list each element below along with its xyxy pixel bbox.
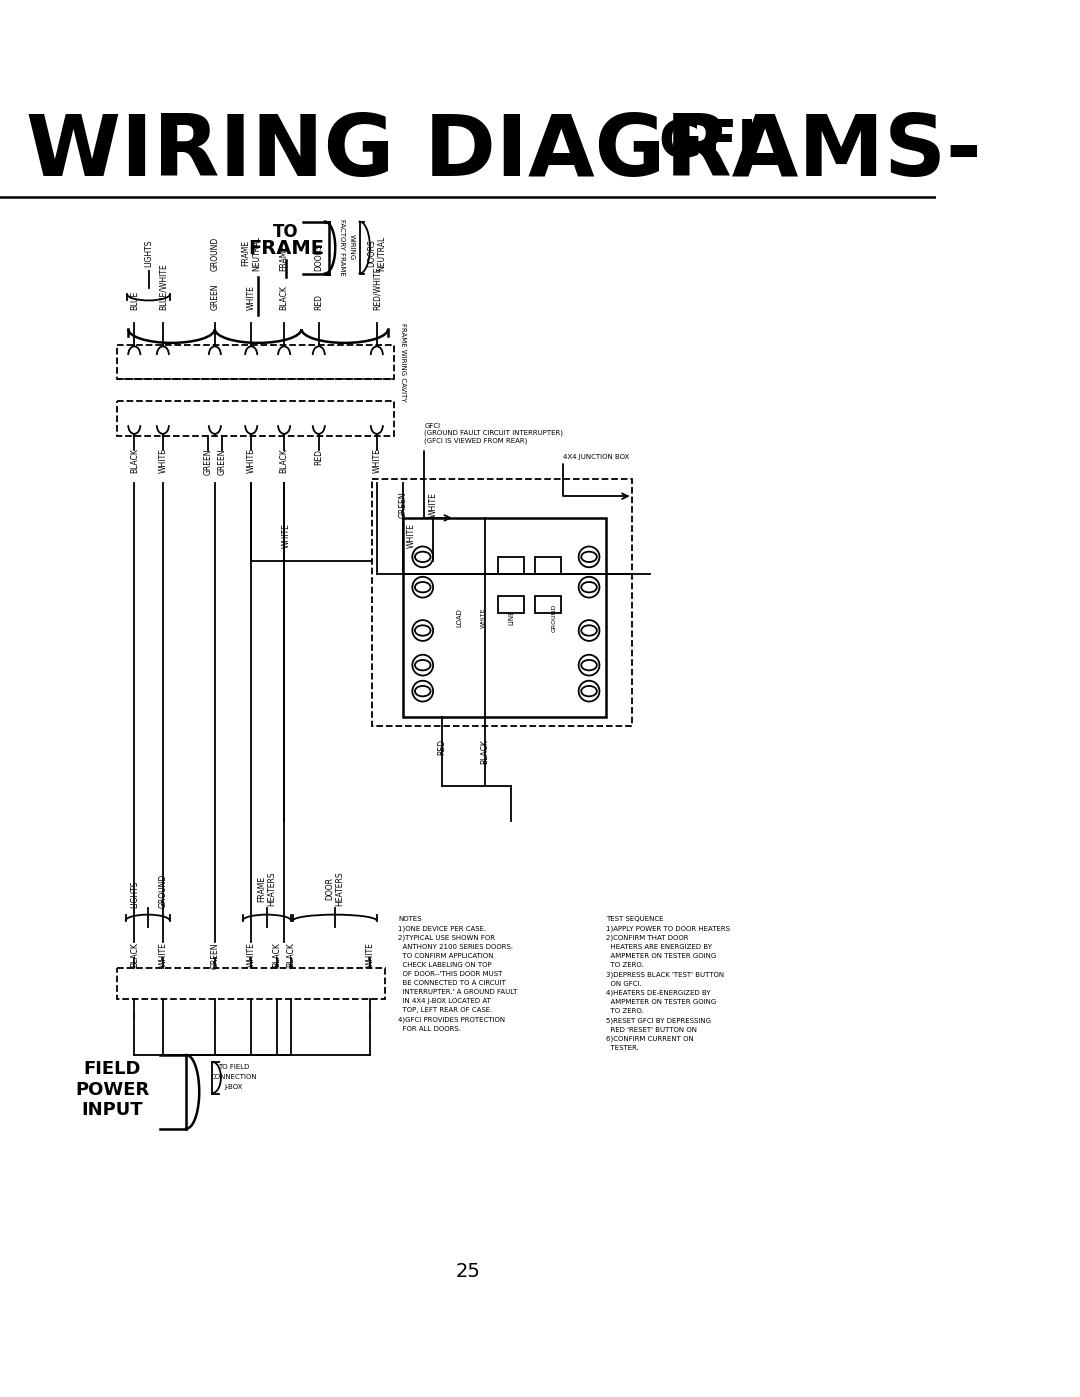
Text: WHITE: WHITE [246,943,256,967]
Text: GREEN: GREEN [203,448,213,475]
Text: RED/WHITE: RED/WHITE [373,267,381,310]
Text: WHITE: WHITE [481,608,486,627]
Text: FIELD
POWER
INPUT: FIELD POWER INPUT [76,1060,150,1119]
Text: TO: TO [273,224,299,242]
Text: LIGHTS: LIGHTS [130,880,138,908]
Text: RED: RED [437,739,446,754]
Bar [536,597,562,613]
Text: GREEN: GREEN [399,492,407,518]
Text: WHITE: WHITE [159,943,167,967]
Text: BLUE/WHITE: BLUE/WHITE [159,263,167,310]
Text: BLACK: BLACK [286,943,296,967]
Text: LOAD: LOAD [456,608,462,627]
Bar [403,518,606,717]
Text: BLACK: BLACK [280,448,288,474]
Text: WHITE: WHITE [282,522,291,548]
Text: FRAME WIRING CAVITY: FRAME WIRING CAVITY [400,323,406,401]
Bar [117,345,394,379]
Text: TEST SEQUENCE
1)APPLY POWER TO DOOR HEATERS
2)CONFIRM THAT DOOR
  HEATERS ARE EN: TEST SEQUENCE 1)APPLY POWER TO DOOR HEAT… [606,916,730,1052]
Text: WHITE: WHITE [365,943,375,967]
Text: GROUND: GROUND [159,873,167,908]
Text: WHITE: WHITE [246,285,256,310]
Text: BLACK: BLACK [280,285,288,310]
Text: BLACK: BLACK [130,943,138,967]
Text: BLACK: BLACK [130,448,138,474]
Text: 25: 25 [456,1261,481,1281]
Text: FACTORY FRAME: FACTORY FRAME [339,219,346,277]
Text: FRAME: FRAME [280,244,288,271]
Bar [536,557,562,574]
Text: CONNECTION: CONNECTION [211,1074,257,1080]
Text: GREEN: GREEN [217,448,227,475]
Text: DOORS: DOORS [314,243,323,271]
Bar [498,557,524,574]
Text: RED: RED [314,448,323,465]
Text: FRAME
NEUTRAL: FRAME NEUTRAL [242,236,261,271]
Bar [117,401,394,436]
Text: GREEN: GREEN [211,943,219,970]
Text: GFI: GFI [659,117,757,169]
Text: GROUND: GROUND [211,236,219,271]
Text: LINE: LINE [508,609,514,626]
Text: TO FIELD: TO FIELD [218,1063,249,1070]
Text: DOOR
HEATERS: DOOR HEATERS [325,872,345,907]
Text: WIRING DIAGRAMS-: WIRING DIAGRAMS- [26,110,982,194]
Text: WHITE: WHITE [429,493,437,517]
Text: WIRING: WIRING [349,235,354,261]
Text: BLUE: BLUE [130,291,138,310]
Text: DOORS
NEUTRAL: DOORS NEUTRAL [367,236,387,271]
Bar [498,597,524,613]
Text: 4X4 JUNCTION BOX: 4X4 JUNCTION BOX [563,454,630,460]
Bar [373,479,633,726]
Text: NOTES
1)ONE DEVICE PER CASE.
2)TYPICAL USE SHOWN FOR
  ANTHONY 2100 SERIES DOORS: NOTES 1)ONE DEVICE PER CASE. 2)TYPICAL U… [399,916,518,1032]
Text: BLACK: BLACK [481,739,489,764]
Text: J-BOX: J-BOX [225,1084,243,1091]
Text: BLACK: BLACK [273,943,282,967]
Text: WHITE: WHITE [407,522,416,548]
Text: LIGHTS: LIGHTS [144,239,153,267]
Text: WHITE: WHITE [246,448,256,474]
Text: WHITE: WHITE [159,448,167,474]
Text: FRAME: FRAME [248,239,324,258]
Text: WHITE: WHITE [373,448,381,474]
Text: RED: RED [314,293,323,310]
Text: GFCI
(GROUND FAULT CIRCUIT INTERRUPTER)
(GFCI IS VIEWED FROM REAR): GFCI (GROUND FAULT CIRCUIT INTERRUPTER) … [424,422,564,444]
Bar [117,968,386,999]
Text: GREEN: GREEN [211,284,219,310]
Text: FRAME
HEATERS: FRAME HEATERS [257,872,276,907]
Text: GROUND: GROUND [552,604,557,631]
